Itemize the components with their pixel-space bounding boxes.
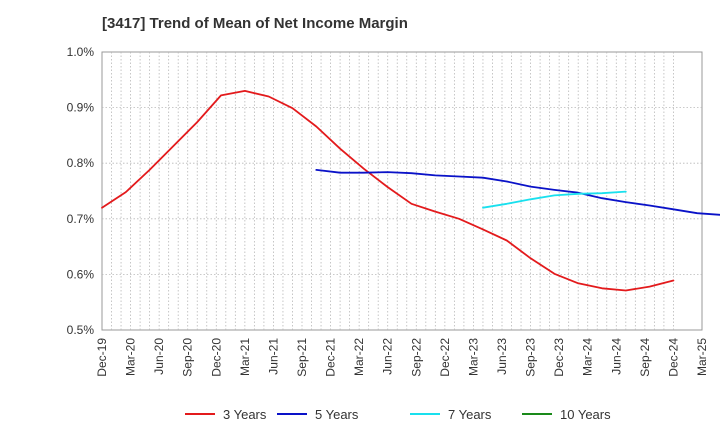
x-tick-label: Jun-24 [609,338,623,375]
x-tick-label: Sep-20 [181,338,195,377]
x-tick-label: Jun-21 [266,338,280,375]
y-tick-label: 0.7% [67,212,95,226]
x-tick-label: Dec-22 [438,338,452,377]
legend-label: 7 Years [448,407,492,422]
plot-area [101,51,703,331]
x-tick-label: Dec-19 [95,338,109,377]
x-tick-label: Mar-21 [238,338,252,376]
x-tick-label: Jun-22 [381,338,395,375]
x-tick-label: Mar-24 [581,338,595,376]
x-tick-label: Jun-23 [495,338,509,375]
legend-label: 5 Years [315,407,359,422]
x-tick-label: Dec-24 [666,338,680,377]
y-tick-label: 1.0% [67,45,95,59]
x-tick-label: Mar-22 [352,338,366,376]
x-tick-label: Dec-20 [209,338,223,377]
legend-label: 10 Years [560,407,611,422]
series-line-7-years [482,190,627,209]
x-tick-label: Mar-25 [695,338,709,376]
x-tick-label: Sep-23 [524,338,538,377]
y-tick-label: 0.5% [67,323,95,337]
y-tick-label: 0.8% [67,156,95,170]
x-tick-label: Sep-22 [409,338,423,377]
chart-title: [3417] Trend of Mean of Net Income Margi… [102,15,408,32]
x-tick-label: Dec-21 [324,338,338,377]
legend-label: 3 Years [223,407,267,422]
y-tick-label: 0.9% [67,101,95,115]
x-tick-label: Dec-23 [552,338,566,377]
grid-layer [102,52,702,330]
y-tick-label: 0.6% [67,267,95,281]
x-tick-label: Sep-24 [638,338,652,377]
legend: 3 Years 5 Years 7 Years 10 Years [185,407,611,422]
x-tick-label: Mar-23 [466,338,480,376]
x-tick-label: Jun-20 [152,338,166,375]
x-axis-ticks: Dec-19 Mar-20 Jun-20 Sep-20 Dec-20 Mar-21 Jun-… [95,338,709,377]
series-line-5-years [315,169,720,216]
x-tick-label: Mar-20 [124,338,138,376]
x-tick-label: Sep-21 [295,338,309,377]
series-line-3-years [101,90,675,292]
series-layer [101,90,720,292]
y-axis-ticks: 0.5% 0.6% 0.7% 0.8% 0.9% 1.0% [67,45,95,337]
